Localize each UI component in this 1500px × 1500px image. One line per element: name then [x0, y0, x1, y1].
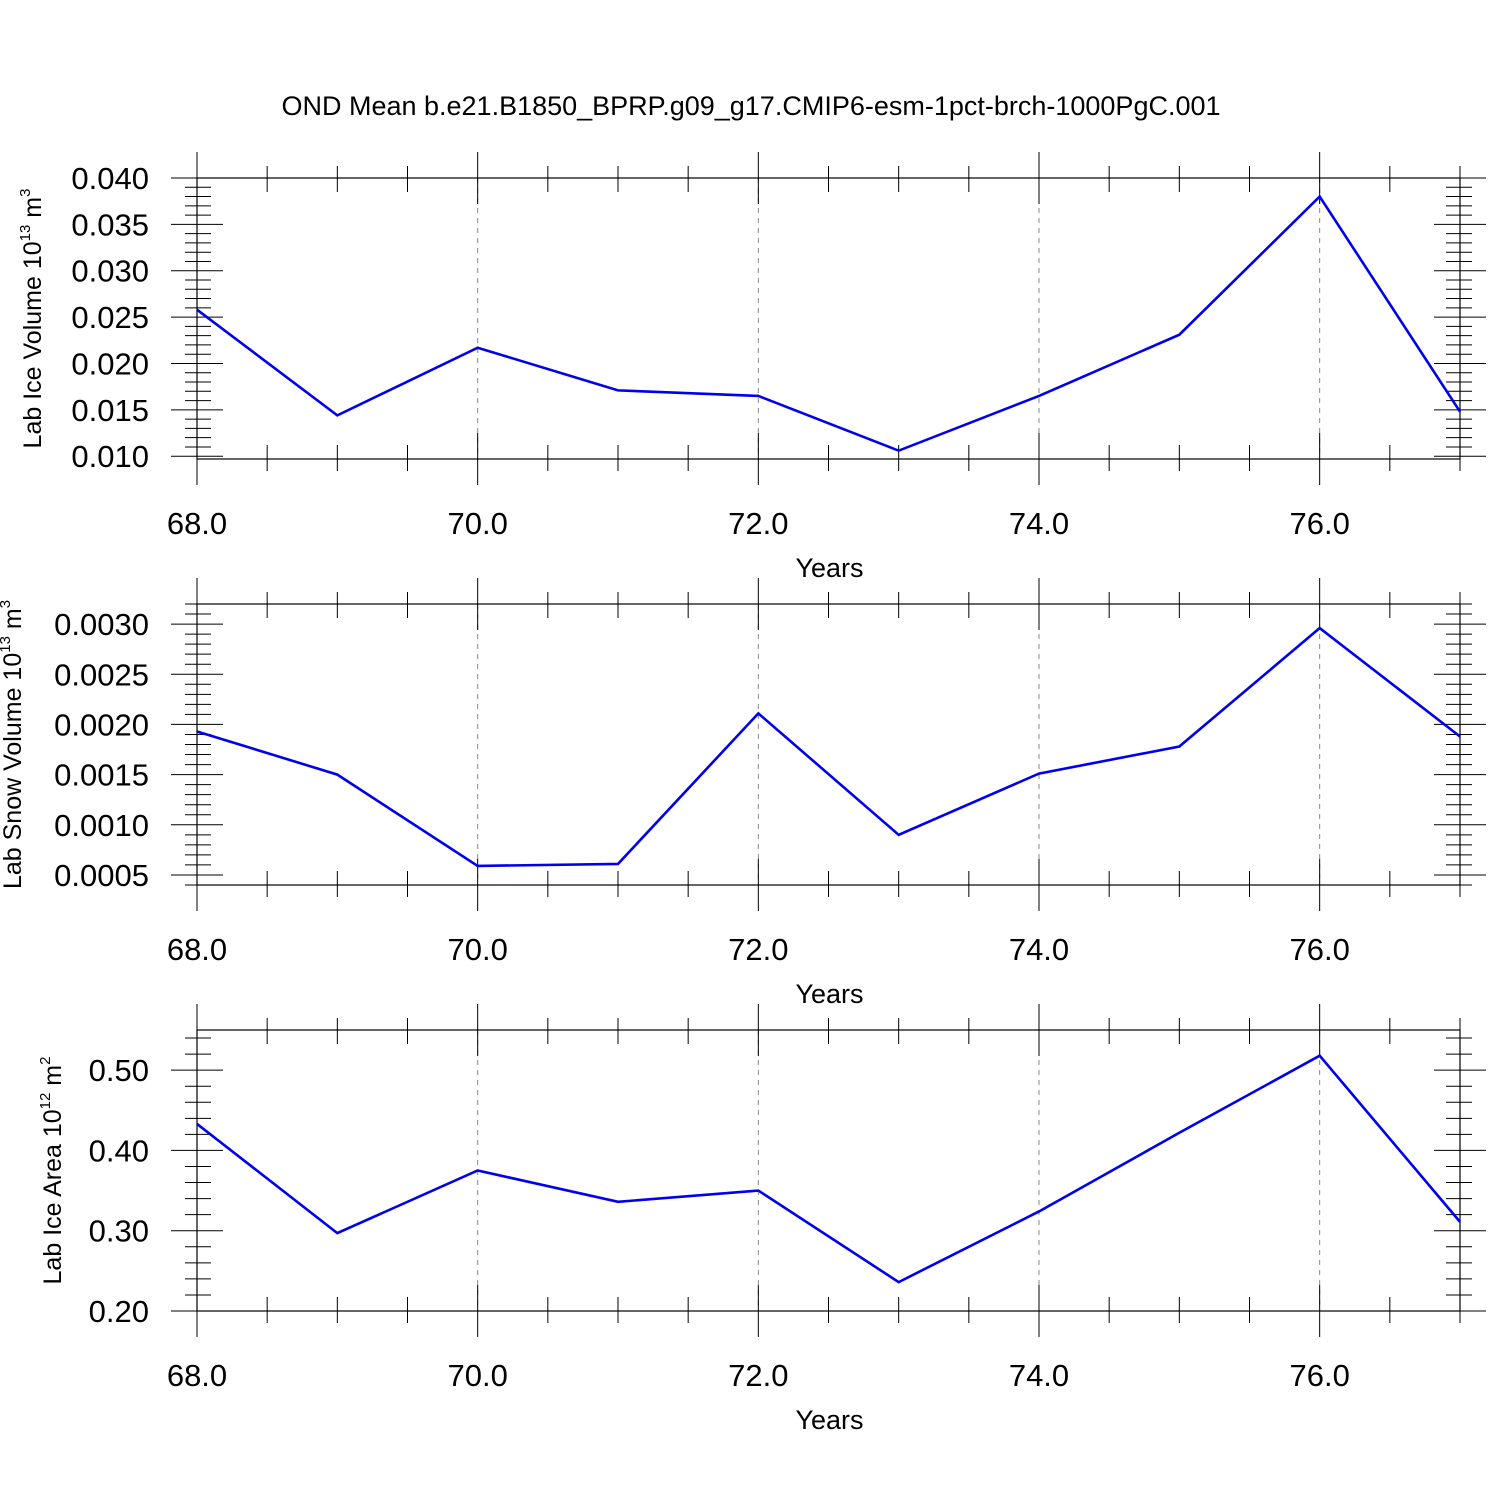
chart-panel-2-y-tick-label: 0.0010 [54, 808, 149, 843]
chart-panel-3-y-tick-label: 0.20 [89, 1294, 149, 1329]
chart-panel-1-x-tick-label: 70.0 [447, 506, 507, 541]
chart-panel-1-y-tick-label: 0.015 [71, 393, 149, 428]
chart-panel-3-y-tick-label: 0.40 [89, 1133, 149, 1168]
chart-panel-1: 68.0 70.0 72.0 74.0 76.0 0.010 0.015 0.020 0.025… [17, 152, 1486, 583]
chart-panel-3-y-tick-label: 0.50 [89, 1053, 149, 1088]
chart-panel-1-y-axis-label-superscript: 3 [17, 189, 34, 197]
chart-panel-3-x-axis-label: Years [795, 1405, 863, 1435]
chart-panel-1-ticks [171, 152, 1486, 485]
chart-panel-3-plot-frame [196, 1029, 1461, 1312]
chart-panel-2-y-tick-label: 0.0015 [54, 758, 149, 793]
chart-panel-2-x-tick-label: 74.0 [1009, 932, 1069, 967]
chart-panel-2-y-axis-label: Lab Snow Volume 1013 m3 [0, 600, 27, 889]
chart-panel-1-x-tick-label: 72.0 [728, 506, 788, 541]
chart-panel-1-y-axis-label-superscript: 13 [17, 225, 34, 242]
chart-panel-2-y-axis-label-part: Lab Snow Volume 10 [0, 653, 27, 889]
chart-panel-2-x-tick-label: 76.0 [1289, 932, 1349, 967]
chart-panel-1-x-axis-label: Years [795, 553, 863, 583]
chart-panel-2-x-axis-label: Years [795, 979, 863, 1009]
chart-panel-1-y-axis-label: Lab Ice Volume 1013 m3 [17, 189, 47, 449]
chart-panel-2-y-axis-label-superscript: 13 [0, 636, 14, 653]
chart-panel-3-y-axis-label-superscript: 2 [37, 1057, 54, 1065]
chart-panel-1-y-tick-label: 0.025 [71, 300, 149, 335]
chart-panel-3-y-axis-label-superscript: 12 [37, 1093, 54, 1110]
chart-panel-3-ticks [171, 1004, 1486, 1337]
chart-panel-2-x-tick-label: 70.0 [447, 932, 507, 967]
chart-panel-2-y-tick-label: 0.0025 [54, 657, 149, 692]
chart-panel-1-x-tick-label: 76.0 [1289, 506, 1349, 541]
chart-panel-3-x-tick-label: 72.0 [728, 1358, 788, 1393]
chart-panel-1-y-tick-label: 0.020 [71, 346, 149, 381]
chart-panel-1-x-tick-label: 68.0 [167, 506, 227, 541]
chart-title: OND Mean b.e21.B1850_BPRP.g09_g17.CMIP6-… [281, 91, 1220, 121]
chart-panel-3: 68.0 70.0 72.0 74.0 76.0 0.20 0.30 0.40 0.50 Year… [37, 1004, 1486, 1435]
chart-panel-1-y-tick-label: 0.030 [71, 254, 149, 289]
chart-panel-1-y-axis-label-part: m [19, 197, 47, 225]
chart-panels: 68.0 70.0 72.0 74.0 76.0 0.010 0.015 0.020 0.025… [0, 152, 1486, 1435]
chart-panel-2-x-tick-label: 72.0 [728, 932, 788, 967]
chart-panel-3-y-tick-label: 0.30 [89, 1214, 149, 1249]
chart-panel-1-y-tick-label: 0.010 [71, 439, 149, 474]
chart-panel-1-y-tick-label: 0.035 [71, 207, 149, 242]
chart-panel-1-series-line [196, 194, 1462, 453]
chart-panel-3-x-tick-label: 74.0 [1009, 1358, 1069, 1393]
chart-panel-2-y-tick-label: 0.0030 [54, 607, 149, 642]
chart-panel-2: 68.0 70.0 72.0 74.0 76.0 0.0005 0.0010 0.0015 0.… [0, 578, 1486, 1009]
chart-panel-1-y-tick-label: 0.040 [71, 161, 149, 196]
chart-panel-3-x-tick-label: 76.0 [1289, 1358, 1349, 1393]
chart-panel-3-series-line [196, 1054, 1461, 1284]
chart-panel-2-y-tick-label: 0.0020 [54, 707, 149, 742]
chart-panel-2-y-axis-label-part: m [0, 608, 27, 636]
chart-panel-3-y-axis-label-part: Lab Ice Area 10 [39, 1109, 67, 1284]
chart-panel-1-x-tick-label: 74.0 [1009, 506, 1069, 541]
chart-panel-2-series-line [196, 626, 1461, 868]
chart-panel-3-x-tick-label: 70.0 [447, 1358, 507, 1393]
chart-panel-2-plot-frame [196, 603, 1461, 886]
chart-panel-1-y-axis-label-part: Lab Ice Volume 10 [19, 241, 47, 448]
chart-panel-3-x-tick-label: 68.0 [167, 1358, 227, 1393]
chart-panel-2-y-axis-label-superscript: 3 [0, 600, 14, 608]
chart-panel-3-y-axis-label: Lab Ice Area 1012 m2 [37, 1057, 67, 1285]
chart-panel-1-plot-frame [196, 177, 1461, 460]
chart-panel-2-x-tick-label: 68.0 [167, 932, 227, 967]
chart-panel-3-y-axis-label-part: m [39, 1065, 67, 1093]
chart-panel-2-ticks [171, 578, 1486, 911]
chart-panel-2-y-tick-label: 0.0005 [54, 858, 149, 893]
